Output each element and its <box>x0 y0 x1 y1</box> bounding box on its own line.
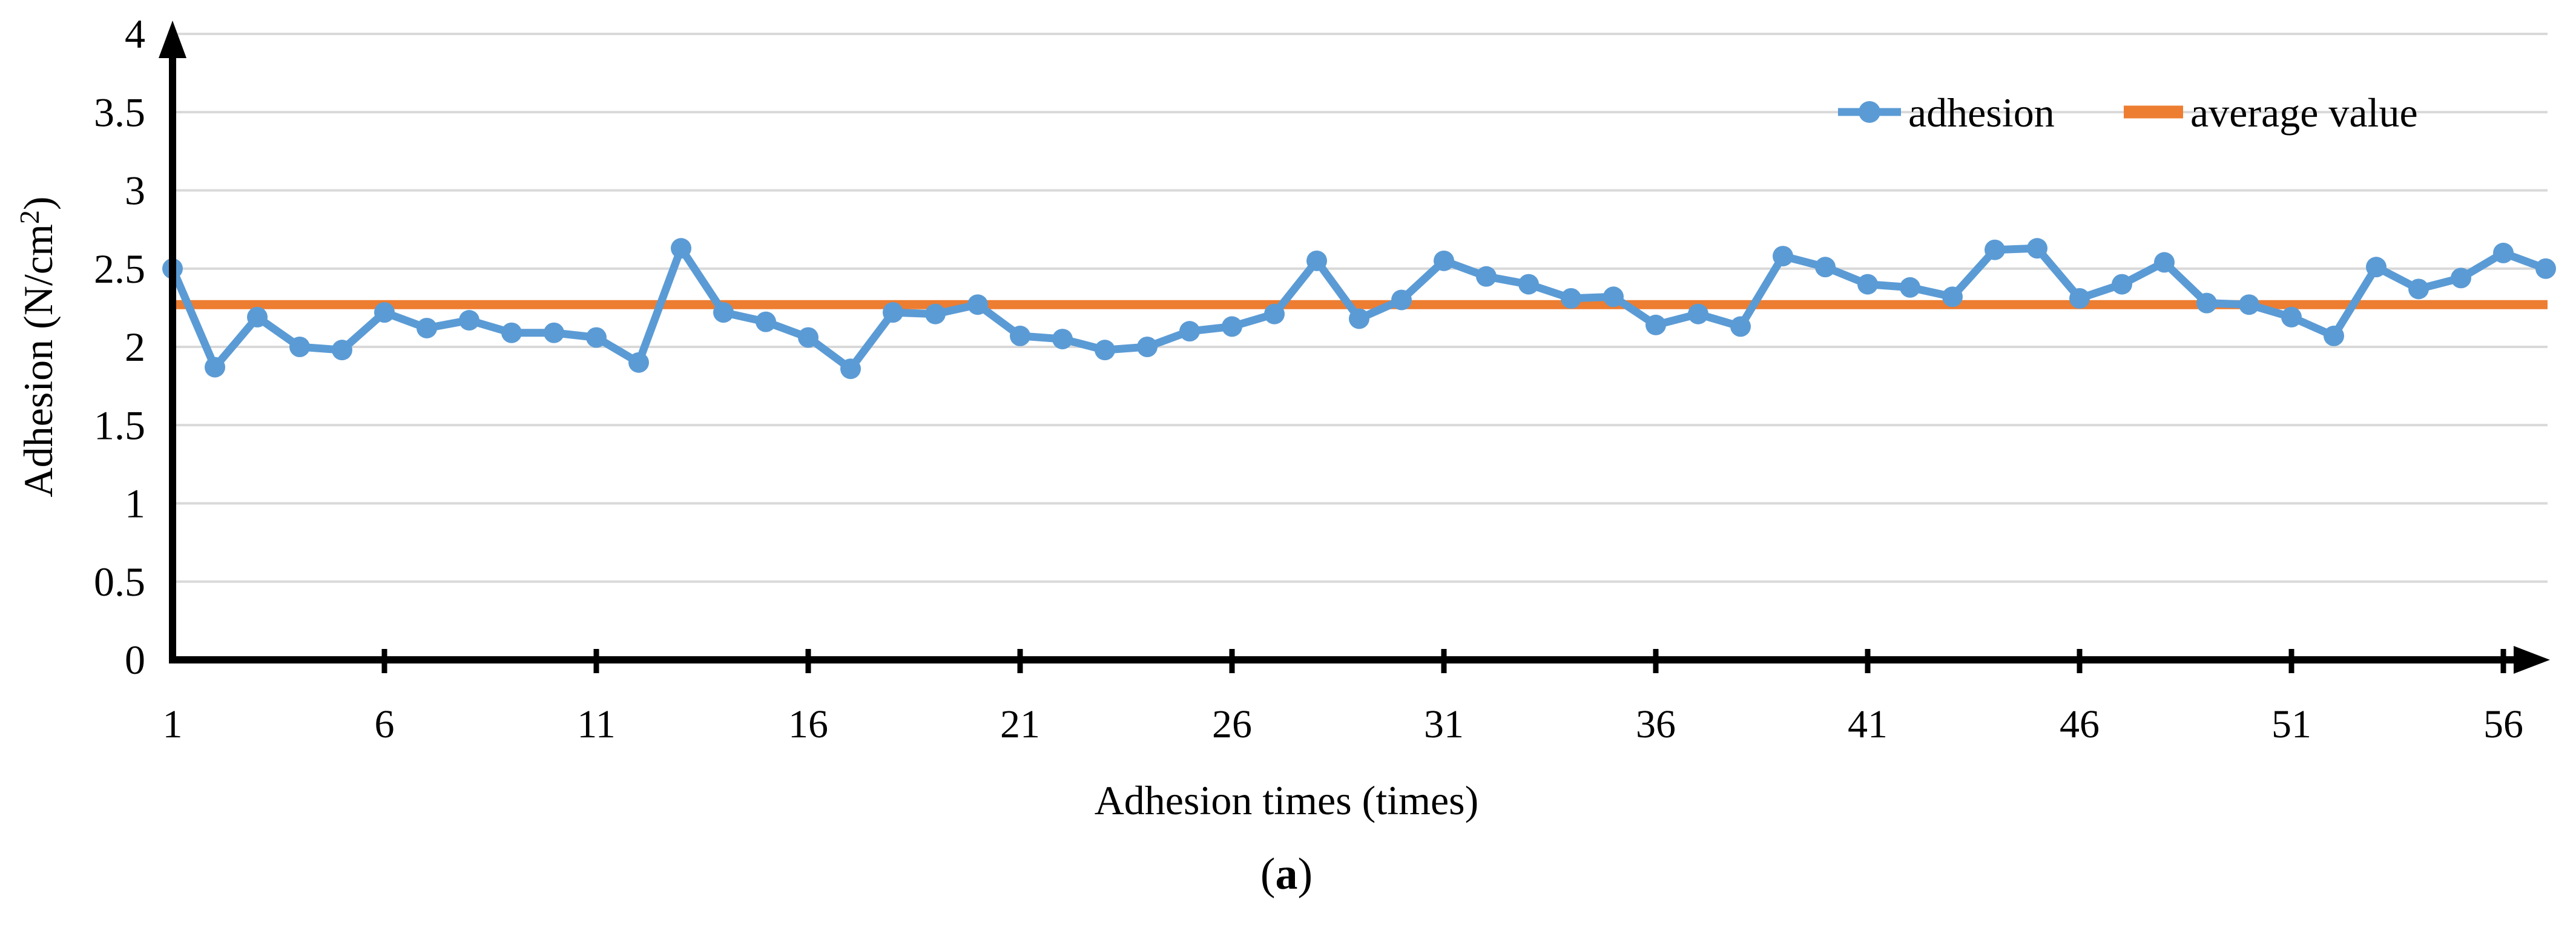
data-point-marker-10 <box>544 322 564 343</box>
axes-layer <box>159 21 2550 674</box>
legend-average-label: average value <box>2190 90 2418 136</box>
y-tick-label-1: 1 <box>125 481 145 527</box>
data-point-marker-50 <box>2239 294 2259 315</box>
data-point-marker-27 <box>1264 303 1285 324</box>
data-point-marker-49 <box>2196 292 2217 314</box>
data-point-marker-40 <box>1815 257 1836 278</box>
data-point-marker-57 <box>2535 258 2556 279</box>
data-point-marker-4 <box>289 337 310 357</box>
data-point-marker-23 <box>1095 340 1115 361</box>
y-tick-label-3.5: 3.5 <box>94 89 145 135</box>
gridlines-layer <box>173 33 2548 583</box>
data-point-marker-11 <box>586 327 607 348</box>
data-point-marker-13 <box>671 238 691 259</box>
series-layer <box>162 238 2556 380</box>
y-tick-label-3: 3 <box>125 168 145 214</box>
data-point-marker-12 <box>628 352 649 373</box>
data-point-marker-52 <box>2324 325 2344 346</box>
x-tick-label-56: 56 <box>2483 702 2523 746</box>
data-point-marker-54 <box>2408 278 2429 300</box>
data-point-marker-43 <box>1942 286 1963 308</box>
data-point-marker-3 <box>247 306 268 328</box>
data-point-marker-14 <box>713 302 734 323</box>
x-tick-label-31: 31 <box>1424 702 1464 746</box>
data-point-marker-8 <box>459 310 479 331</box>
data-point-marker-42 <box>1900 277 1920 298</box>
x-tick-label-26: 26 <box>1212 702 1252 746</box>
data-point-marker-22 <box>1052 329 1073 350</box>
y-tick-label-0: 0 <box>125 637 145 683</box>
data-point-marker-30 <box>1391 289 1412 311</box>
x-axis-arrow <box>2514 646 2550 674</box>
legend-adhesion-label: adhesion <box>1908 90 2055 136</box>
data-point-marker-55 <box>2451 268 2471 289</box>
y-tick-label-2: 2 <box>125 324 145 370</box>
x-tick-label-46: 46 <box>2060 702 2100 746</box>
data-point-marker-19 <box>925 303 946 324</box>
data-point-marker-32 <box>1476 266 1497 287</box>
data-point-marker-34 <box>1561 288 1581 309</box>
y-tick-label-1.5: 1.5 <box>94 402 145 448</box>
x-tick-label-36: 36 <box>1636 702 1676 746</box>
data-point-marker-46 <box>2069 288 2090 309</box>
data-point-marker-31 <box>1434 250 1454 271</box>
data-point-marker-5 <box>332 340 352 361</box>
data-point-marker-44 <box>1985 239 2005 260</box>
data-point-marker-56 <box>2493 242 2514 263</box>
data-point-marker-33 <box>1518 274 1539 295</box>
data-point-marker-48 <box>2154 252 2175 273</box>
y-tick-label-0.5: 0.5 <box>94 559 145 605</box>
data-point-marker-18 <box>883 302 903 323</box>
x-tick-label-11: 11 <box>577 702 616 746</box>
data-point-marker-20 <box>967 294 988 315</box>
data-point-marker-24 <box>1137 337 1158 357</box>
y-tick-label-4: 4 <box>125 11 145 57</box>
x-axis-title: Adhesion times (times) <box>1095 777 1479 823</box>
x-tick-label-6: 6 <box>375 702 395 746</box>
data-point-marker-36 <box>1645 314 1666 335</box>
y-axis-arrow <box>159 21 186 58</box>
data-point-marker-7 <box>417 317 437 338</box>
x-tick-label-1: 1 <box>163 702 183 746</box>
data-point-marker-41 <box>1857 274 1878 295</box>
legend-adhesion-marker <box>1859 101 1880 123</box>
legend-swatches-layer <box>1838 101 2183 123</box>
x-tick-label-16: 16 <box>788 702 828 746</box>
x-tick-label-51: 51 <box>2271 702 2311 746</box>
data-point-marker-45 <box>2027 238 2047 259</box>
y-tick-label-2.5: 2.5 <box>94 246 145 292</box>
x-tick-label-21: 21 <box>1000 702 1040 746</box>
data-point-marker-17 <box>840 358 861 380</box>
data-point-marker-2 <box>205 357 225 378</box>
data-point-marker-38 <box>1730 316 1751 337</box>
data-point-marker-51 <box>2281 306 2302 328</box>
data-point-marker-47 <box>2112 274 2132 295</box>
data-point-marker-15 <box>756 311 776 332</box>
data-point-marker-39 <box>1773 246 1793 267</box>
data-point-marker-26 <box>1222 316 1242 337</box>
data-point-marker-6 <box>374 302 395 323</box>
data-point-marker-53 <box>2366 257 2387 278</box>
figure-caption: (a) <box>1260 849 1313 899</box>
data-point-marker-21 <box>1010 325 1030 346</box>
data-point-marker-35 <box>1603 286 1624 308</box>
data-point-marker-29 <box>1349 308 1369 329</box>
data-point-marker-9 <box>501 322 522 343</box>
data-point-marker-16 <box>798 327 819 348</box>
data-point-marker-28 <box>1306 250 1327 271</box>
data-point-marker-25 <box>1179 321 1200 342</box>
y-axis-title: Adhesion (N/cm2) <box>14 196 61 497</box>
data-point-marker-37 <box>1688 303 1708 324</box>
x-tick-label-41: 41 <box>1848 702 1888 746</box>
